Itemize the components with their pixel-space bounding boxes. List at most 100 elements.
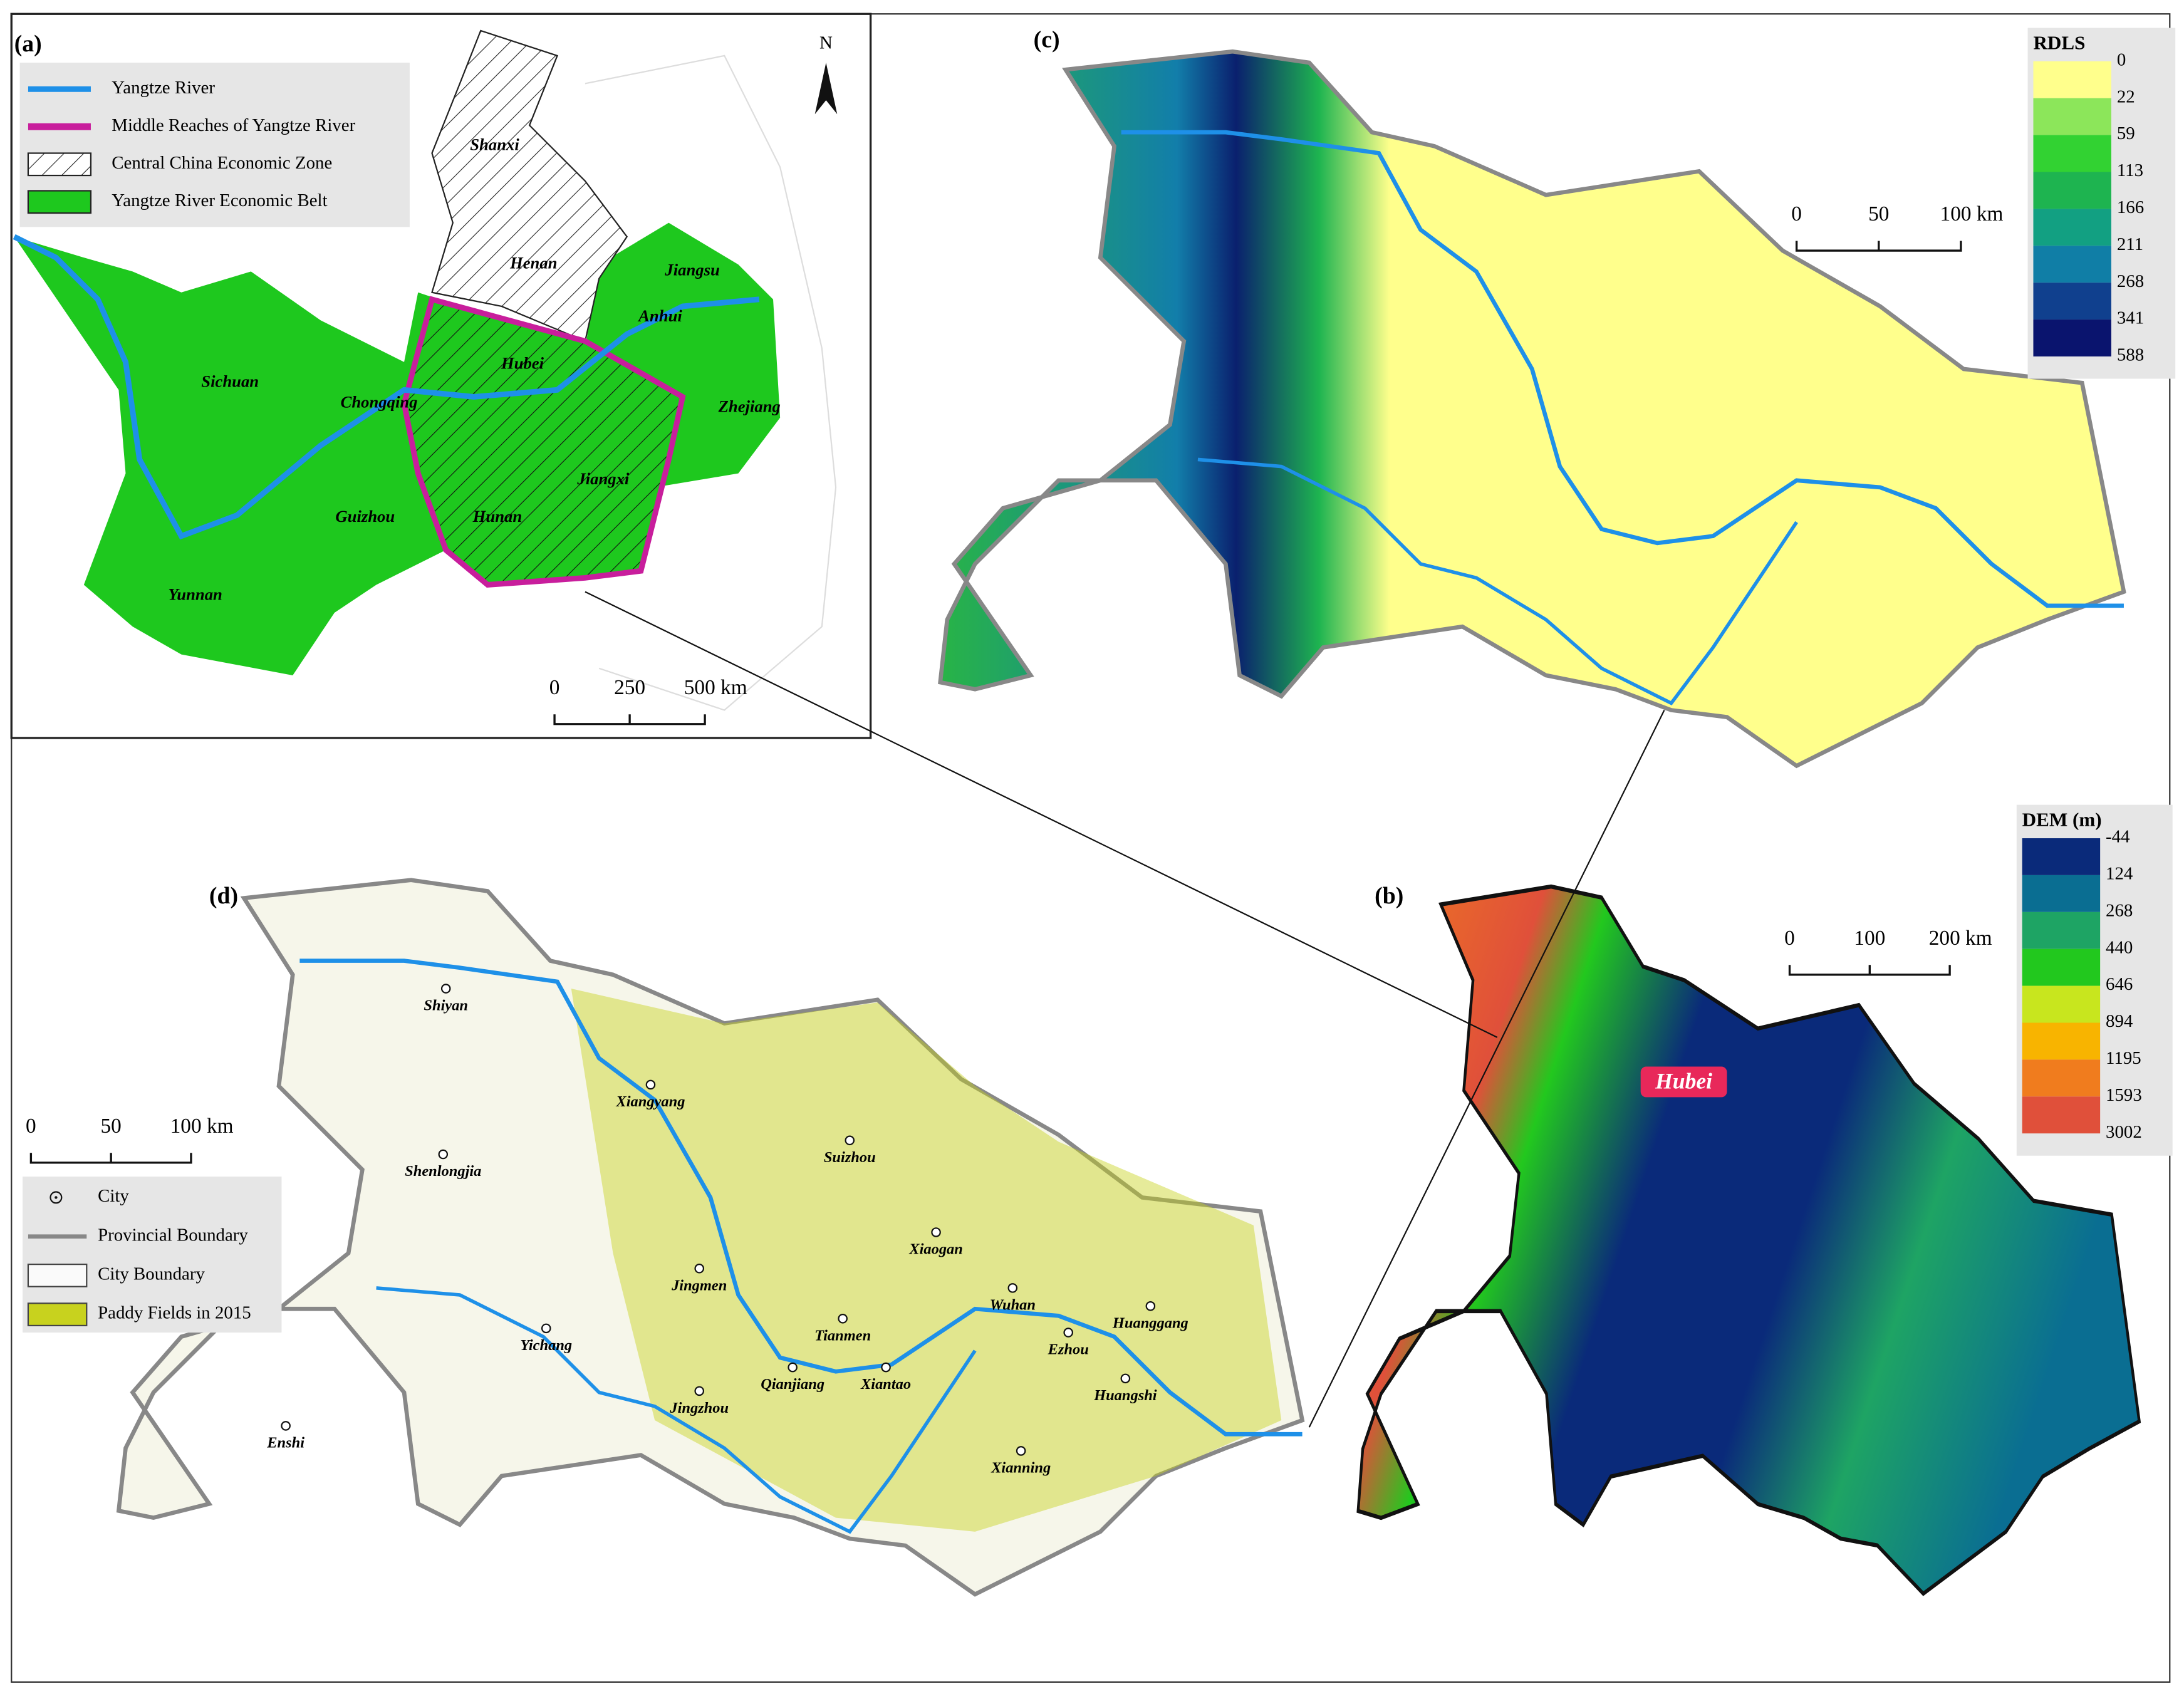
legend-value: 211 (2117, 234, 2143, 254)
region-tag (1640, 1066, 1727, 1098)
legend-text: Yangtze River Economic Belt (112, 190, 327, 210)
city-label: Shiyan (424, 997, 468, 1014)
legend-swatch (2033, 246, 2111, 283)
legend-value: 268 (2106, 900, 2133, 920)
province-label: Yunnan (168, 585, 222, 603)
city-marker (1120, 1373, 1131, 1384)
city-marker (440, 984, 451, 994)
legend-city (49, 1191, 63, 1204)
scale-label: 100 km (1940, 202, 2004, 226)
panel-label: (d) (209, 883, 238, 909)
city-marker (694, 1263, 705, 1274)
legend-text: Central China Economic Zone (112, 153, 332, 173)
city-label: Xiangyang (615, 1093, 685, 1110)
city-marker (1063, 1328, 1073, 1338)
legend-text: Middle Reaches of Yangtze River (112, 115, 355, 135)
legend-value: 0 (2117, 49, 2126, 70)
panel-b: Hubei (b) DEM (m)-44 124 268 440 646 894 1195 1… (1358, 804, 2173, 1594)
yangtze-river (13, 234, 760, 540)
scale-label: 0 (549, 676, 560, 699)
province-label: Jiangxi (576, 469, 630, 488)
province-label: Sichuan (201, 372, 259, 390)
north-arrow (814, 63, 838, 115)
city-label: Suizhou (824, 1149, 876, 1166)
province-label: Hunan (472, 507, 523, 526)
city-marker (438, 1149, 449, 1160)
city-marker (1145, 1301, 1156, 1311)
city-marker (1007, 1283, 1018, 1293)
scale-bar (1795, 241, 1962, 252)
panel-label: (b) (1375, 883, 1403, 909)
legend-value: 59 (2117, 123, 2135, 143)
city-label: Jingmen (671, 1277, 727, 1294)
middle-reaches (401, 296, 686, 588)
legend-swatch (2022, 948, 2101, 986)
city-marker (281, 1421, 291, 1431)
scale-bar (553, 714, 706, 725)
legend-value: 22 (2117, 86, 2135, 107)
legend-swatch (2033, 135, 2111, 172)
legend-swatch (2022, 875, 2101, 912)
legend-swatch (27, 1263, 88, 1287)
legend-value: -44 (2106, 827, 2130, 847)
city-label: Wuhan (990, 1296, 1036, 1313)
province-label: Guizhou (335, 507, 395, 526)
province-label: Chongqing (341, 393, 418, 412)
city-marker (645, 1079, 656, 1090)
city-label: Xianning (991, 1459, 1051, 1476)
legend-swatch (2033, 283, 2111, 320)
legend-value: 113 (2117, 160, 2143, 180)
scale-label: 250 (614, 676, 645, 699)
scale-label: 500 km (684, 676, 747, 699)
legend-swatch (2033, 172, 2111, 209)
legend-text: Yangtze River (112, 78, 215, 98)
legend-swatch (2022, 838, 2101, 875)
legend-text: Paddy Fields in 2015 (98, 1303, 251, 1323)
city-marker (541, 1323, 551, 1334)
legend-title: DEM (m) (2022, 808, 2102, 830)
region-label: Hubei (1655, 1068, 1712, 1093)
scale-label: 50 (1868, 202, 1889, 226)
city-label: Huangshi (1093, 1387, 1157, 1404)
city-marker (881, 1362, 891, 1373)
scale-bar (1788, 965, 1951, 976)
legend-value: 588 (2117, 345, 2144, 365)
city-label: Yichang (520, 1337, 572, 1354)
city-label: Enshi (266, 1434, 304, 1451)
legend-swatch (2022, 1022, 2101, 1060)
city-marker (788, 1362, 798, 1373)
city-marker (845, 1135, 855, 1146)
legend-title: RDLS (2033, 31, 2085, 53)
panel-a: Yangtze River Middle Reaches of Yangtze R… (10, 13, 872, 739)
legend-value: 341 (2117, 308, 2144, 328)
city-label: Shenlongjia (405, 1163, 481, 1180)
province-label: Zhejiang (718, 397, 781, 415)
rdls-map (940, 51, 2124, 766)
background-boundaries (585, 55, 837, 711)
city-marker (1016, 1446, 1026, 1456)
panel-d: (d) City Provincial Boundary City Boundary… (23, 880, 1303, 1594)
scale-label: 100 km (170, 1115, 234, 1138)
scale-label: 200 km (1929, 927, 1992, 950)
scale-bar (29, 1153, 192, 1164)
north-label: N (819, 33, 833, 53)
legend-swatch (2022, 1059, 2101, 1097)
legend-swatch (2033, 320, 2111, 356)
city-marker (931, 1227, 941, 1237)
legend-swatch (2033, 98, 2111, 135)
legend-swatch (2033, 61, 2111, 98)
city-label: Xiaogan (908, 1240, 963, 1257)
paddy-fields (571, 989, 1282, 1532)
scale-label: 0 (1791, 202, 1802, 226)
legend-value: 646 (2106, 974, 2133, 994)
scale-label: 0 (1784, 927, 1795, 950)
legend-value: 1593 (2106, 1085, 2142, 1105)
legend-city (55, 1196, 58, 1199)
legend-value: 440 (2106, 937, 2133, 957)
connector (1308, 710, 1665, 1428)
city-label: Tianmen (814, 1327, 871, 1344)
city-marker (694, 1386, 705, 1396)
city-label: Ezhou (1048, 1341, 1089, 1358)
legend-text: City (98, 1186, 129, 1206)
